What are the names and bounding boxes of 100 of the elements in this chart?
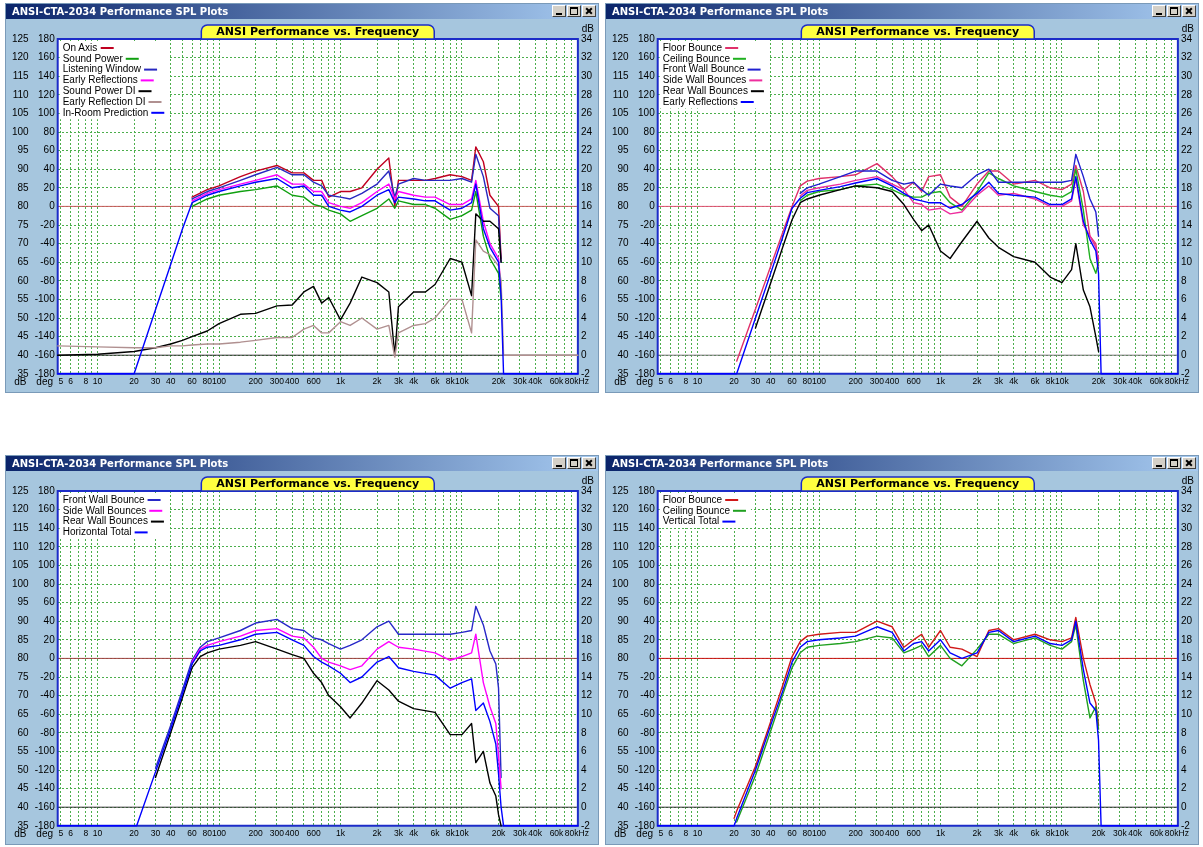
- x-tick-label: 8k: [1045, 828, 1056, 839]
- y3-tick-label: 6: [1180, 745, 1187, 757]
- text: ANSI-CTA-2034 Performance SPL Plots: [612, 6, 829, 17]
- x-tick-label: 80k: [564, 376, 580, 387]
- y-tick-label: 100: [612, 577, 630, 589]
- y2-tick-label: -20: [640, 670, 656, 682]
- y3-tick-label: 26: [1180, 107, 1193, 119]
- y2-tick-label: 180: [38, 32, 56, 44]
- y3-tick-label: 28: [1180, 540, 1193, 552]
- y3-tick-label: 34: [1180, 484, 1193, 496]
- x-axis-title: Hz: [1178, 376, 1189, 387]
- y2-tick-label: 0: [649, 200, 656, 212]
- y-tick-label: 65: [617, 255, 630, 267]
- x-tick-label: 8k: [445, 828, 456, 839]
- y-tick-label: 80: [17, 200, 30, 212]
- legend-label: Front Wall Bounce: [662, 63, 746, 75]
- y3-tick-label: 32: [1180, 503, 1193, 515]
- y2-tick-label: 40: [43, 162, 56, 174]
- y3-tick-label: 16: [580, 200, 593, 212]
- y3-tick-label: 12: [580, 237, 593, 249]
- y3-tick-label: 14: [580, 218, 593, 230]
- y-tick-label: 60: [17, 726, 30, 738]
- x-tick-label: 80k: [1164, 376, 1180, 387]
- y2-tick-label: -20: [640, 218, 656, 230]
- y2-tick-label: -100: [634, 293, 656, 305]
- y2-tick-label: -120: [634, 311, 656, 323]
- y-tick-label: 125: [12, 32, 30, 44]
- y3-tick-label: 12: [1180, 689, 1193, 701]
- y3-tick-label: 26: [580, 559, 593, 571]
- y3-tick-label: 26: [1180, 559, 1193, 571]
- x-tick-label: 8k: [1045, 376, 1056, 387]
- x-tick-label: 300: [869, 828, 885, 839]
- x-tick-label: 30: [750, 828, 761, 839]
- y3-tick-label: 8: [1180, 726, 1187, 738]
- x-tick-label: 6k: [1030, 828, 1041, 839]
- x-tick-label: 80k: [564, 828, 580, 839]
- y2-tick-label: -140: [34, 782, 56, 794]
- y2-tick-label: 40: [43, 614, 56, 626]
- y2-tick-label: -40: [40, 237, 56, 249]
- x-tick-label: 1k: [335, 376, 346, 387]
- x-tick-label: 8: [83, 376, 89, 387]
- y-tick-label: 100: [12, 125, 30, 137]
- y3-tick-label: 6: [580, 745, 587, 757]
- y3-tick-label: 10: [1180, 707, 1193, 719]
- y3-tick-label: 22: [1180, 144, 1193, 156]
- y-tick-label: 105: [12, 559, 30, 571]
- x-tick-label: 30: [150, 376, 161, 387]
- y3-tick-label: 6: [1180, 293, 1187, 305]
- y-tick-label: 65: [617, 707, 630, 719]
- y-tick-label: 90: [617, 162, 630, 174]
- y2-tick-label: 0: [49, 200, 56, 212]
- y-tick-label: 50: [17, 763, 30, 775]
- x-tick-label: 40: [165, 828, 176, 839]
- x-tick-label: 1k: [935, 828, 946, 839]
- y2-tick-label: -160: [34, 800, 56, 812]
- y-tick-label: 40: [17, 800, 30, 812]
- y2-tick-label: -60: [640, 255, 656, 267]
- y2-tick-label: 180: [38, 484, 56, 496]
- y-tick-label: 115: [612, 69, 630, 81]
- y-tick-label: 115: [612, 521, 630, 533]
- y-tick-label: 40: [617, 348, 630, 360]
- y2-tick-label: 100: [38, 107, 56, 119]
- x-tick-label: 30k: [513, 828, 528, 839]
- y3-tick-label: 24: [580, 577, 593, 589]
- y-tick-label: 65: [17, 707, 30, 719]
- y-tick-label: 40: [617, 800, 630, 812]
- text: ANSI-CTA-2034 Performance SPL Plots: [12, 458, 229, 469]
- x-tick-label: 20k: [1091, 828, 1107, 839]
- y2-tick-label: 100: [638, 107, 656, 119]
- y3-tick-label: 12: [1180, 237, 1193, 249]
- y-tick-label: 110: [612, 540, 630, 552]
- y-tick-label: 75: [617, 670, 630, 682]
- y2-tick-label: 0: [649, 652, 656, 664]
- x-tick-label: 40: [765, 376, 776, 387]
- y-tick-label: 120: [12, 51, 30, 63]
- y-tick-label: 60: [617, 726, 630, 738]
- x-tick-label: 3k: [993, 376, 1004, 387]
- x-tick-label: 8k: [445, 376, 456, 387]
- y-tick-label: 120: [612, 503, 630, 515]
- x-tick-label: 40k: [528, 828, 543, 839]
- y-tick-label: 95: [617, 144, 630, 156]
- text: ANSI-CTA-2034 Performance SPL Plots: [12, 6, 229, 17]
- y3-tick-label: 26: [580, 107, 593, 119]
- y-tick-label: 75: [17, 218, 30, 230]
- y3-tick-label: 10: [580, 255, 593, 267]
- x-tick-label: 40k: [528, 376, 543, 387]
- y-tick-label: 100: [12, 577, 30, 589]
- x-tick-label: 1k: [335, 828, 346, 839]
- x-tick-label: 400: [285, 828, 300, 839]
- y-tick-label: 115: [12, 69, 30, 81]
- y-tick-label: 55: [17, 293, 30, 305]
- y-tick-label: 60: [617, 274, 630, 286]
- y3-tick-label: 34: [1180, 32, 1193, 44]
- y3-tick-label: 16: [580, 652, 593, 664]
- y2-tick-label: 20: [43, 633, 56, 645]
- x-tick-label: 8: [683, 376, 689, 387]
- x-tick-label: 60k: [549, 828, 565, 839]
- y2-tick-label: 160: [38, 503, 56, 515]
- y-tick-label: 95: [617, 596, 630, 608]
- y3-tick-label: 14: [1180, 670, 1193, 682]
